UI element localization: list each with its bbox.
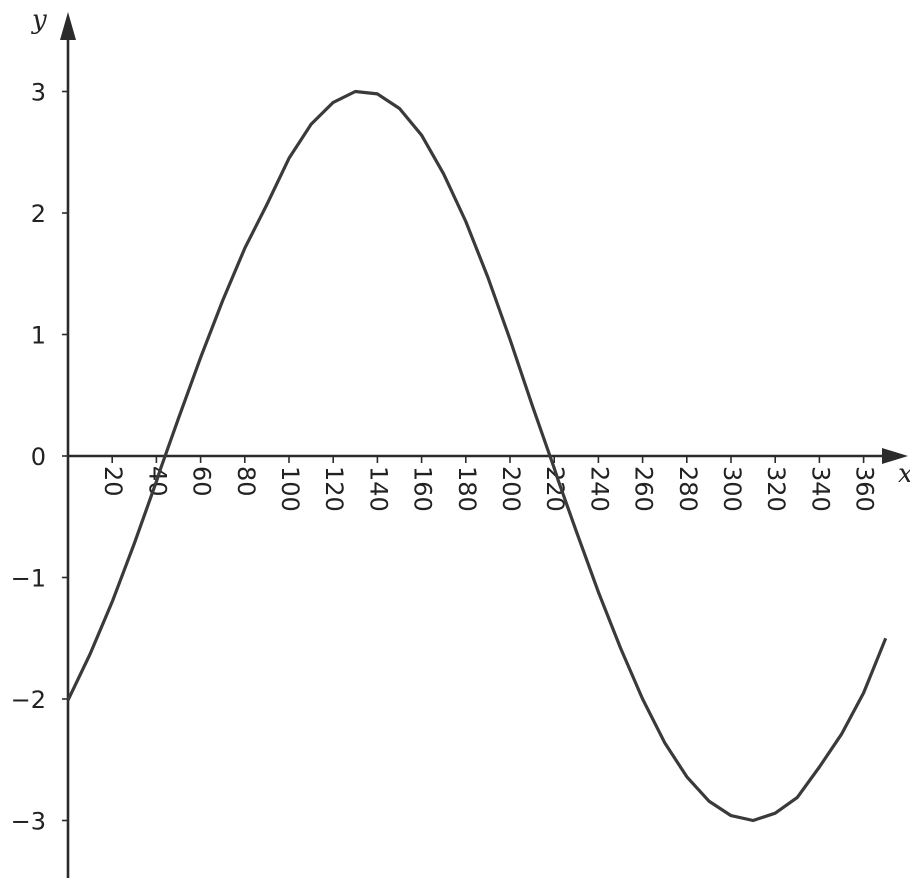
y-tick-label: −3 <box>11 808 46 836</box>
x-tick-label: 60 <box>188 466 216 497</box>
x-tick-label: 200 <box>497 466 525 512</box>
y-tick-label: 0 <box>31 443 46 471</box>
x-tick-label: 300 <box>718 466 746 512</box>
x-tick-label: 160 <box>409 466 437 512</box>
x-axis-label: x <box>898 459 910 489</box>
y-tick-label: −1 <box>11 565 46 593</box>
x-tick-label: 360 <box>851 466 879 512</box>
axes: yx <box>31 5 910 878</box>
x-tick-label: 100 <box>276 466 304 512</box>
x-tick-label: 180 <box>453 466 481 512</box>
y-axis-label: y <box>31 5 47 35</box>
x-axis-arrow-icon <box>882 448 908 464</box>
x-tick-label: 120 <box>320 466 348 512</box>
series-line <box>66 89 888 823</box>
y-tick-label: 1 <box>31 322 46 350</box>
y-tick-label: 3 <box>31 79 46 107</box>
x-tick-label: 240 <box>585 466 613 512</box>
x-tick-label: 320 <box>762 466 790 512</box>
x-tick-label: 280 <box>674 466 702 512</box>
x-tick-label: 260 <box>630 466 658 512</box>
series-layer <box>66 89 888 823</box>
y-tick-label: 2 <box>31 200 46 228</box>
x-tick-label: 140 <box>364 466 392 512</box>
x-tick-label: 20 <box>99 466 127 497</box>
x-tick-label: 80 <box>232 466 260 497</box>
y-axis-arrow-icon <box>60 12 76 40</box>
x-tick-label: 340 <box>806 466 834 512</box>
y-tick-label: −2 <box>11 686 46 714</box>
